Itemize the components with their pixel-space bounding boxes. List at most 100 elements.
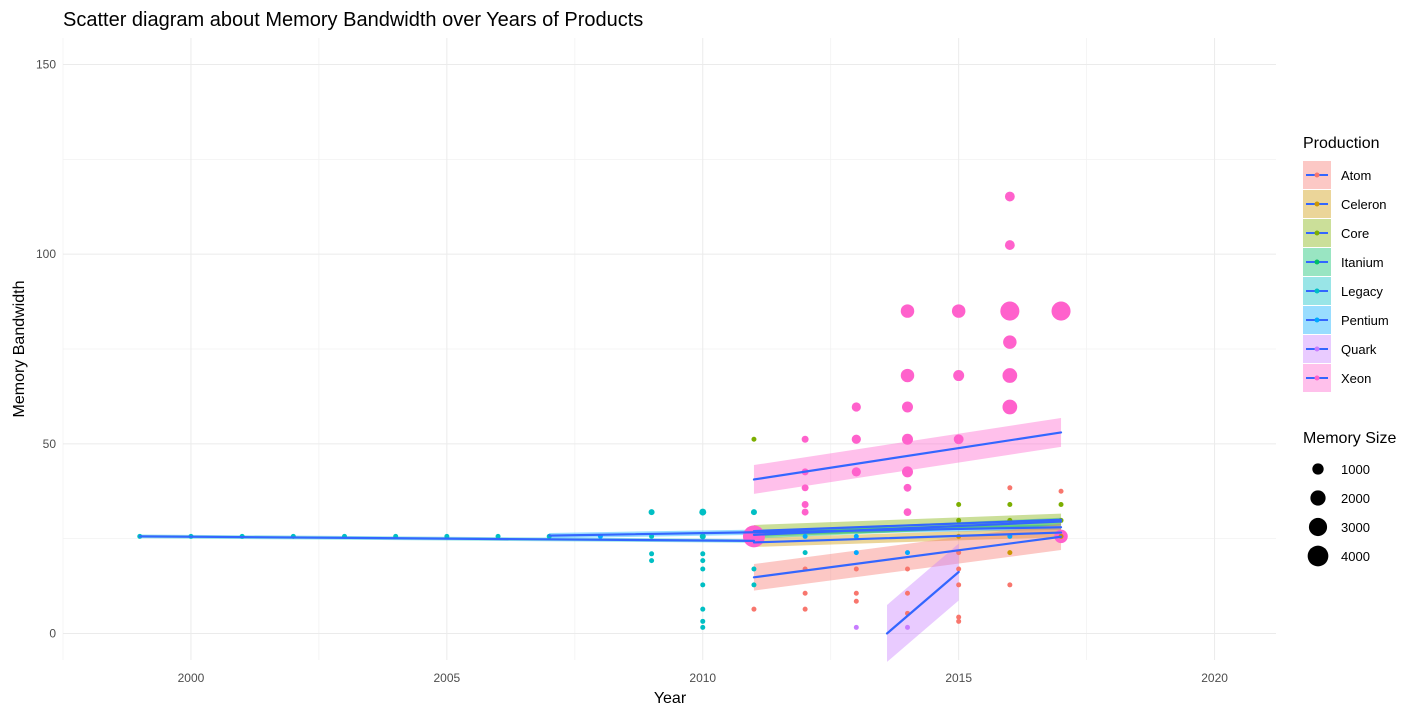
data-point-legacy xyxy=(700,624,706,630)
data-point-atom xyxy=(956,618,962,624)
data-point-atom xyxy=(853,566,859,572)
data-point-xeon xyxy=(742,525,765,548)
production-legend-title: Production xyxy=(1303,135,1380,152)
size-legend-label: 4000 xyxy=(1341,549,1370,564)
trend-line-xeon xyxy=(752,431,1063,481)
data-point-xeon xyxy=(1004,191,1015,202)
data-point-xeon xyxy=(801,435,809,443)
data-point-xeon xyxy=(801,508,809,516)
size-legend-label: 2000 xyxy=(1341,491,1370,506)
legend-atom-label: Atom xyxy=(1341,168,1371,183)
legend-quark-dot xyxy=(1314,346,1320,352)
data-point-pentium xyxy=(904,550,910,556)
data-point-atom xyxy=(956,582,962,588)
data-point-atom xyxy=(751,606,757,612)
data-point-legacy xyxy=(700,606,706,612)
legend-celeron-label: Celeron xyxy=(1341,197,1387,212)
data-point-legacy xyxy=(649,533,655,539)
legend-itanium-label: Itanium xyxy=(1341,255,1384,270)
legend-core-dot xyxy=(1314,230,1320,236)
data-point-xeon xyxy=(1051,301,1071,321)
data-point-legacy xyxy=(699,508,707,516)
data-point-xeon xyxy=(1000,301,1020,321)
size-legend-dot xyxy=(1308,517,1328,537)
data-point-core xyxy=(956,517,962,523)
trend-line-celeron xyxy=(752,531,1063,544)
data-point-core xyxy=(1007,502,1013,507)
data-point-legacy xyxy=(700,566,706,572)
data-point-pentium xyxy=(853,550,859,556)
x-tick-label: 2000 xyxy=(178,671,205,685)
x-axis-title: Year xyxy=(654,690,687,707)
data-point-atom xyxy=(802,606,808,612)
y-tick-label: 50 xyxy=(43,437,57,451)
data-point-xeon xyxy=(1004,240,1015,250)
legend-xeon-dot xyxy=(1314,375,1320,381)
size-legend-dot xyxy=(1307,545,1329,567)
data-point-xeon xyxy=(901,401,913,413)
data-point-legacy xyxy=(495,533,501,539)
legend-atom-dot xyxy=(1314,172,1320,178)
y-axis-title: Memory Bandwidth xyxy=(11,281,28,418)
data-point-legacy xyxy=(699,533,706,540)
trend-line-pentium xyxy=(548,526,1063,537)
data-point-xeon xyxy=(903,483,912,492)
legend-legacy-label: Legacy xyxy=(1341,284,1383,299)
data-point-atom xyxy=(904,590,910,596)
data-point-legacy xyxy=(700,551,706,557)
data-point-xeon xyxy=(901,466,913,478)
legend-pentium-label: Pentium xyxy=(1341,313,1389,328)
data-point-xeon xyxy=(851,402,861,412)
legend-itanium-dot xyxy=(1314,259,1320,265)
y-tick-label: 0 xyxy=(49,626,56,640)
x-tick-label: 2015 xyxy=(945,671,972,685)
data-point-xeon xyxy=(1002,368,1018,383)
legend-quark-label: Quark xyxy=(1341,342,1377,357)
data-point-xeon xyxy=(851,434,861,444)
data-point-atom xyxy=(853,590,859,596)
data-point-xeon xyxy=(900,304,915,318)
size-legend-label: 3000 xyxy=(1341,520,1370,535)
memory-size-legend-title: Memory Size xyxy=(1303,430,1396,447)
x-axis-ticks: 2000 2005 2010 2015 2020 xyxy=(178,671,1229,685)
data-point-legacy xyxy=(700,582,706,588)
x-tick-label: 2005 xyxy=(434,671,461,685)
data-point-xeon xyxy=(901,433,913,445)
data-point-legacy xyxy=(649,551,655,557)
data-point-xeon xyxy=(953,370,965,382)
trend-line-core xyxy=(752,518,1063,533)
data-point-quark xyxy=(853,624,859,630)
data-point-core xyxy=(956,502,962,507)
data-point-xeon xyxy=(801,484,809,492)
data-point-xeon xyxy=(1003,335,1017,349)
legend-celeron-dot xyxy=(1314,201,1320,207)
legend-core-label: Core xyxy=(1341,226,1369,241)
data-point-xeon xyxy=(953,434,964,445)
legend-xeon-label: Xeon xyxy=(1341,371,1371,386)
trend-line-atom xyxy=(752,535,1063,579)
data-point-atom xyxy=(1058,488,1064,494)
memory-size-legend: Memory Size 1000 2000 3000 4000 xyxy=(1303,430,1396,567)
data-point-atom xyxy=(956,566,962,572)
data-point-legacy xyxy=(751,566,757,572)
y-tick-label: 100 xyxy=(36,247,56,261)
legend-pentium-dot xyxy=(1314,317,1320,323)
trend-line-legacy xyxy=(138,535,756,543)
trend-line-quark xyxy=(885,570,960,635)
data-point-legacy xyxy=(648,509,655,516)
data-point-xeon xyxy=(951,304,966,318)
trend-lines xyxy=(138,431,1063,635)
x-tick-label: 2020 xyxy=(1201,671,1228,685)
data-point-legacy xyxy=(802,550,808,556)
data-point-legacy xyxy=(649,558,655,564)
data-point-xeon xyxy=(903,508,912,516)
data-point-xeon xyxy=(851,467,861,477)
size-legend-dot xyxy=(1310,490,1326,506)
data-point-legacy xyxy=(751,582,757,588)
data-point-pentium xyxy=(853,533,859,539)
data-point-legacy xyxy=(700,618,706,624)
data-point-xeon xyxy=(900,368,915,383)
trend-line-itanium xyxy=(752,520,1063,536)
size-legend-dot xyxy=(1312,463,1324,475)
